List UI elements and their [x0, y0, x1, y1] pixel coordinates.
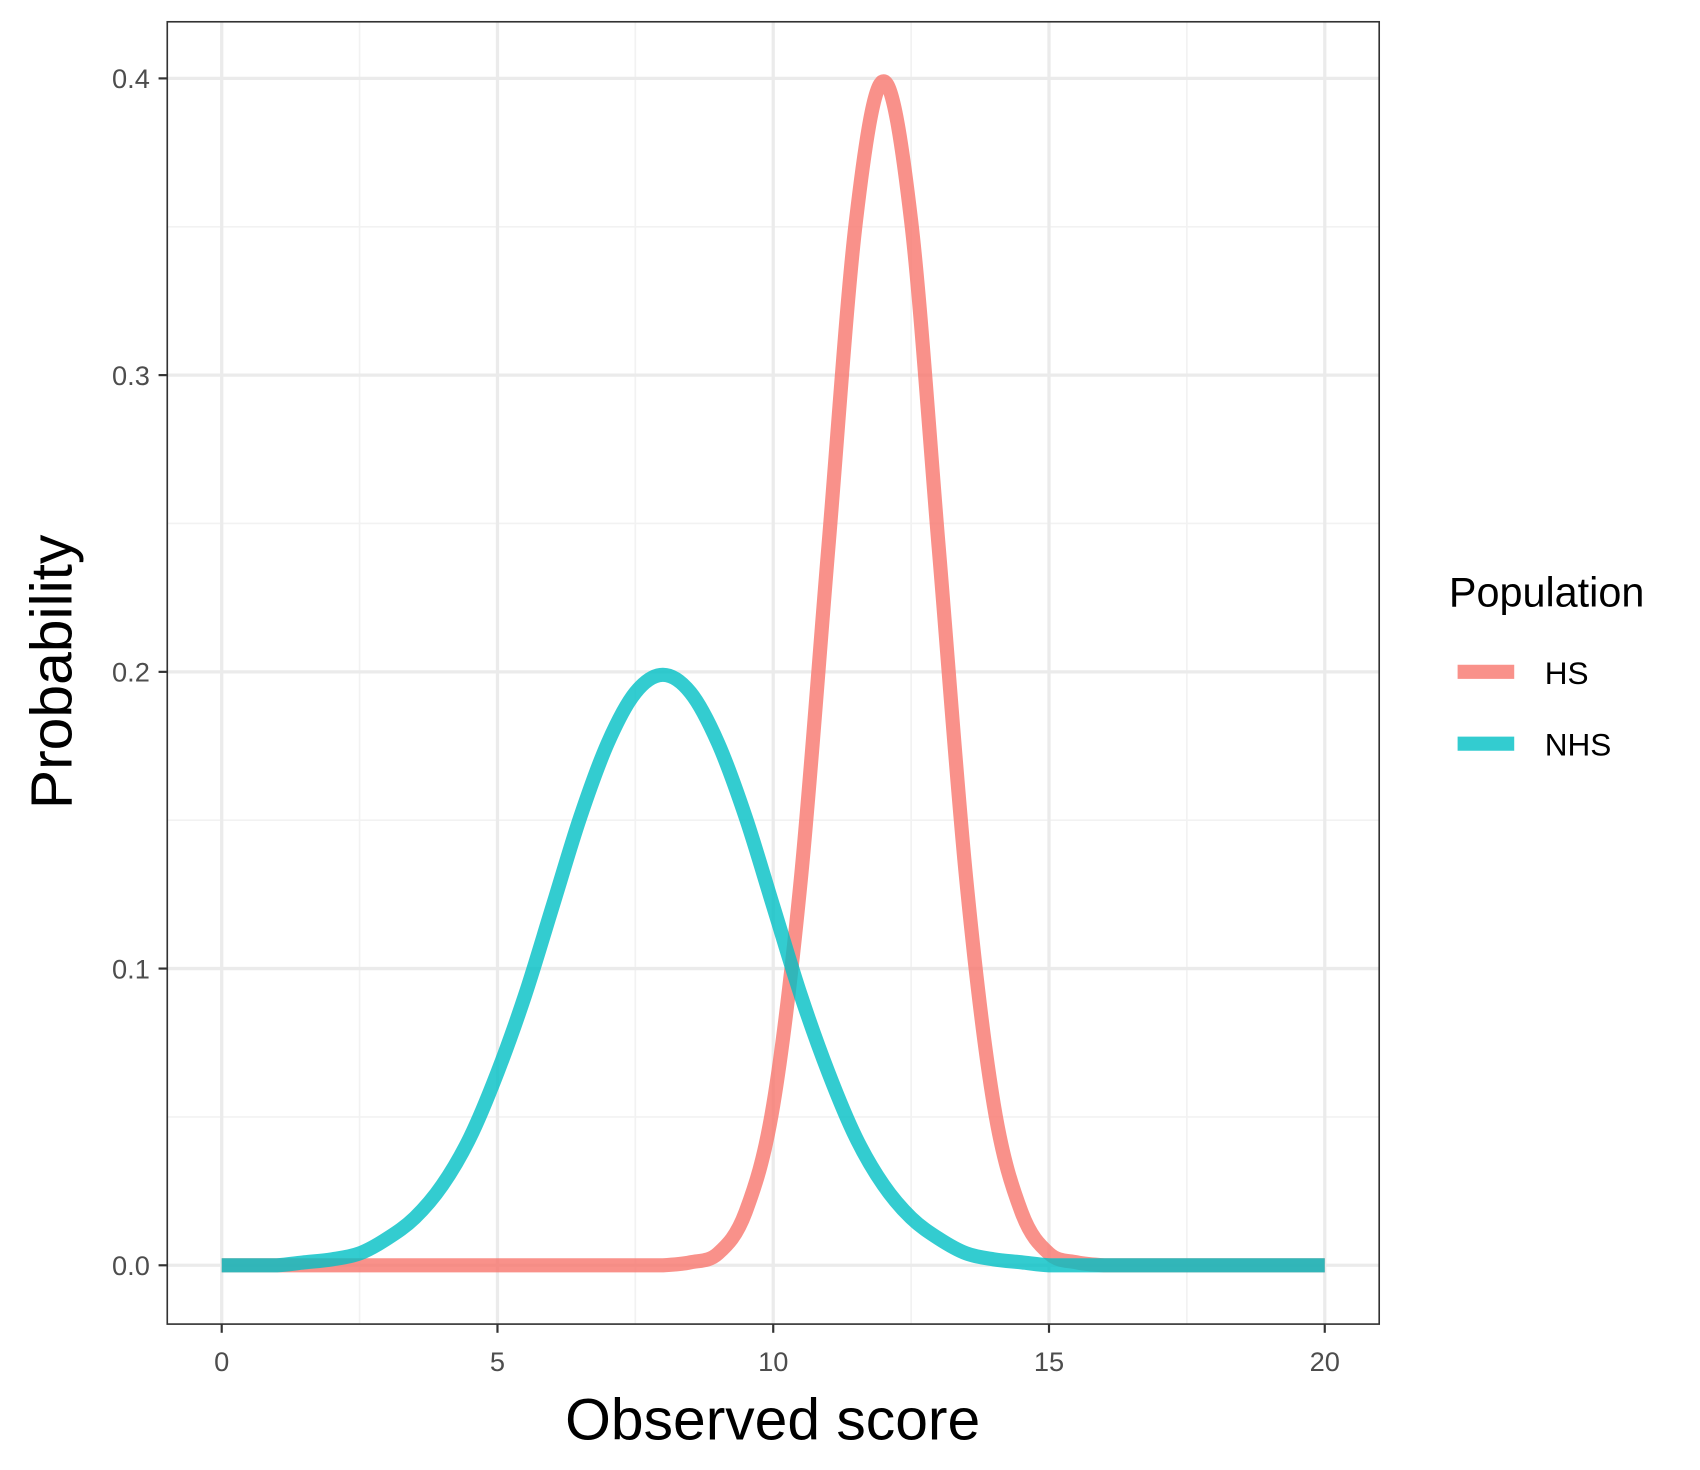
legend: Population HS NHS — [1449, 570, 1644, 763]
x-tick-label: 10 — [758, 1346, 788, 1377]
y-tick-label: 0.2 — [112, 657, 150, 688]
y-axis-title: Probability — [19, 534, 84, 809]
x-tick-label: 0 — [214, 1346, 229, 1377]
series-line-nhs — [221, 667, 1325, 1273]
legend-label-nhs: NHS — [1545, 727, 1612, 763]
ticks: 0 5 10 15 20 0.0 0.1 0.2 0.3 0.4 — [112, 63, 1340, 1377]
legend-label-hs: HS — [1545, 655, 1589, 691]
x-tick-label: 20 — [1310, 1346, 1340, 1377]
legend-title: Population — [1449, 570, 1644, 616]
y-tick-label: 0.3 — [112, 360, 150, 391]
x-tick-label: 15 — [1034, 1346, 1064, 1377]
x-axis-title: Observed score — [565, 1388, 980, 1453]
y-tick-label: 0.1 — [112, 953, 150, 984]
y-tick-label: 0.0 — [112, 1250, 150, 1281]
y-tick-label: 0.4 — [112, 63, 150, 94]
x-tick-label: 5 — [490, 1346, 505, 1377]
series-lines — [221, 74, 1325, 1273]
